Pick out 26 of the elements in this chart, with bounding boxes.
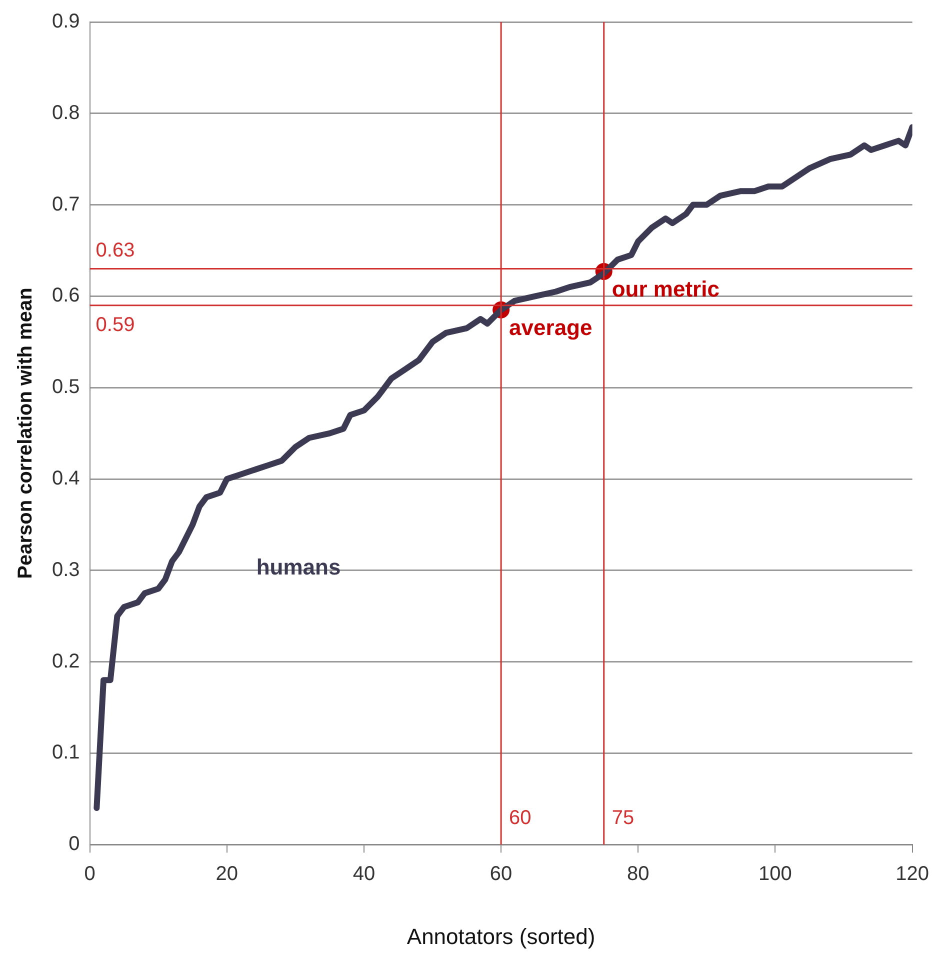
y-tick-label: 0.1 [52, 742, 80, 764]
ref-line-label: 60 [509, 807, 532, 830]
y-tick-label: 0.5 [52, 376, 80, 398]
ref-line-label: 0.63 [96, 239, 135, 262]
y-tick-label: 0.6 [52, 284, 80, 307]
x-tick-label: 100 [758, 863, 792, 886]
y-tick-label: 0.9 [52, 10, 80, 33]
annotation: our metric [612, 276, 720, 302]
x-tick-label: 80 [627, 863, 650, 886]
y-tick-label: 0.8 [52, 102, 80, 124]
ref-line-label: 75 [612, 807, 634, 830]
y-tick-label: 0.3 [52, 558, 80, 581]
text: humans [256, 554, 341, 580]
x-tick-label: 20 [216, 863, 238, 886]
annotation: average [509, 314, 592, 340]
x-tick-label: 120 [896, 863, 930, 886]
y-tick-label: 0 [68, 833, 80, 856]
x-tick-label: 0 [84, 863, 96, 886]
y-axis-title: Pearson correlation with mean [14, 288, 37, 579]
y-tick-label: 0.2 [52, 650, 80, 672]
ref-line-label: 0.59 [96, 314, 135, 336]
x-tick-label: 40 [352, 863, 376, 886]
x-tick-label: 60 [490, 863, 512, 886]
y-tick-label: 0.7 [52, 193, 80, 216]
x-axis-title: Annotators (sorted) [406, 924, 596, 949]
y-tick-label: 0.4 [52, 468, 80, 490]
